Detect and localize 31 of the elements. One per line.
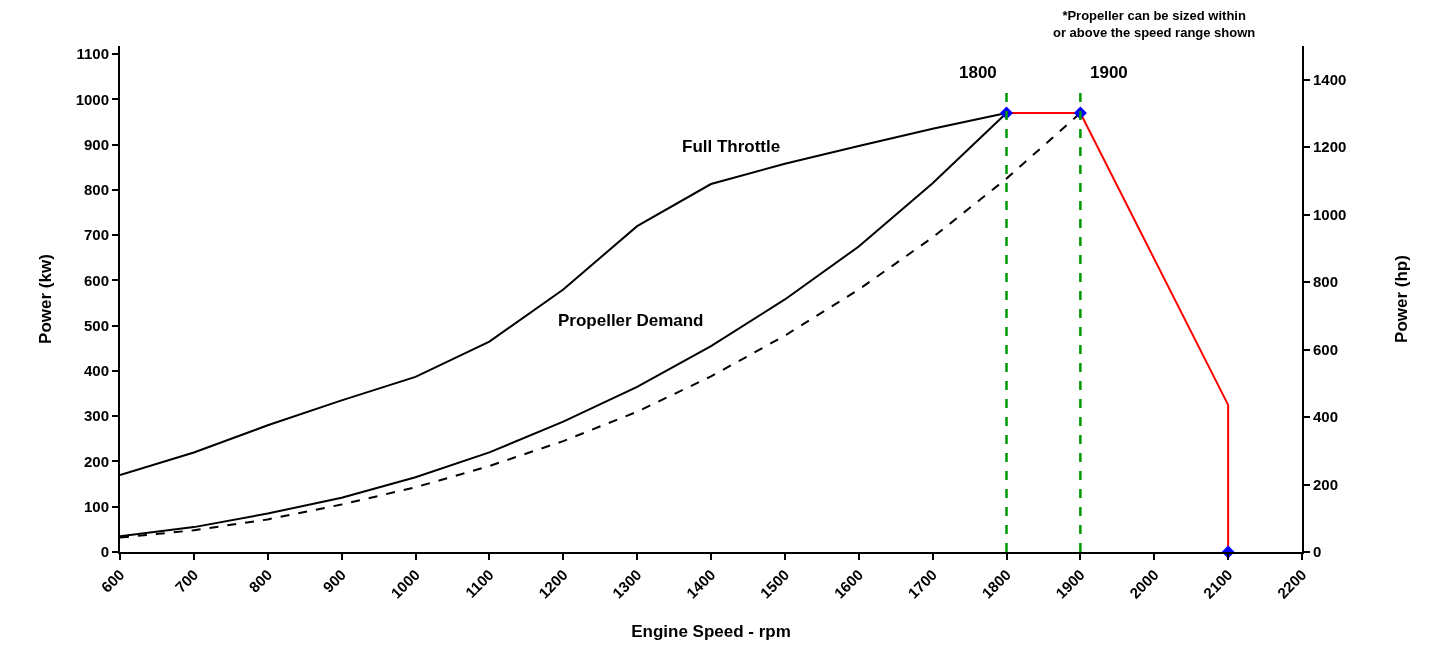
ref-line-label: 1900 (1090, 63, 1128, 82)
y2-tick-label: 1400 (1313, 70, 1347, 88)
y2-tick-label: 400 (1313, 408, 1339, 426)
y2-axis-title: Power (hp) (1392, 255, 1412, 343)
x-tick-label: 900 (319, 565, 350, 596)
y2-tick-label: 800 (1313, 273, 1339, 291)
ref-line-label: 1800 (959, 63, 997, 82)
x-tick-label: 700 (171, 565, 202, 596)
y-axis-title: Power (kw) (35, 254, 55, 344)
y-tick-label: 400 (83, 362, 109, 380)
y-tick-label: 500 (83, 316, 109, 334)
y2-tick-label: 1200 (1313, 138, 1347, 156)
y-tick-label: 600 (83, 271, 109, 289)
y-tick-label: 800 (83, 181, 109, 199)
y2-tick-label: 1000 (1313, 205, 1347, 223)
y-tick-label: 200 (83, 452, 109, 470)
y2-tick-label: 0 (1313, 543, 1322, 561)
text: *Propeller can be sized within or above the speed range shown (1053, 8, 1256, 40)
y-tick-label: 1100 (76, 45, 109, 63)
y-tick-label: 300 (83, 407, 109, 425)
y-tick-label: 0 (100, 543, 109, 561)
y2-tick-label: 600 (1313, 340, 1339, 358)
y2-tick-label: 200 (1313, 475, 1339, 493)
series-label: Propeller Demand (558, 311, 704, 330)
x-tick-label: 800 (245, 565, 276, 596)
y-tick-label: 900 (83, 135, 109, 153)
y-tick-label: 1000 (75, 90, 109, 108)
y-tick-label: 700 (83, 226, 109, 244)
y-tick-label: 100 (83, 497, 109, 515)
series-label: Full Throttle (682, 137, 781, 156)
x-axis-title: Engine Speed - rpm (631, 622, 791, 642)
